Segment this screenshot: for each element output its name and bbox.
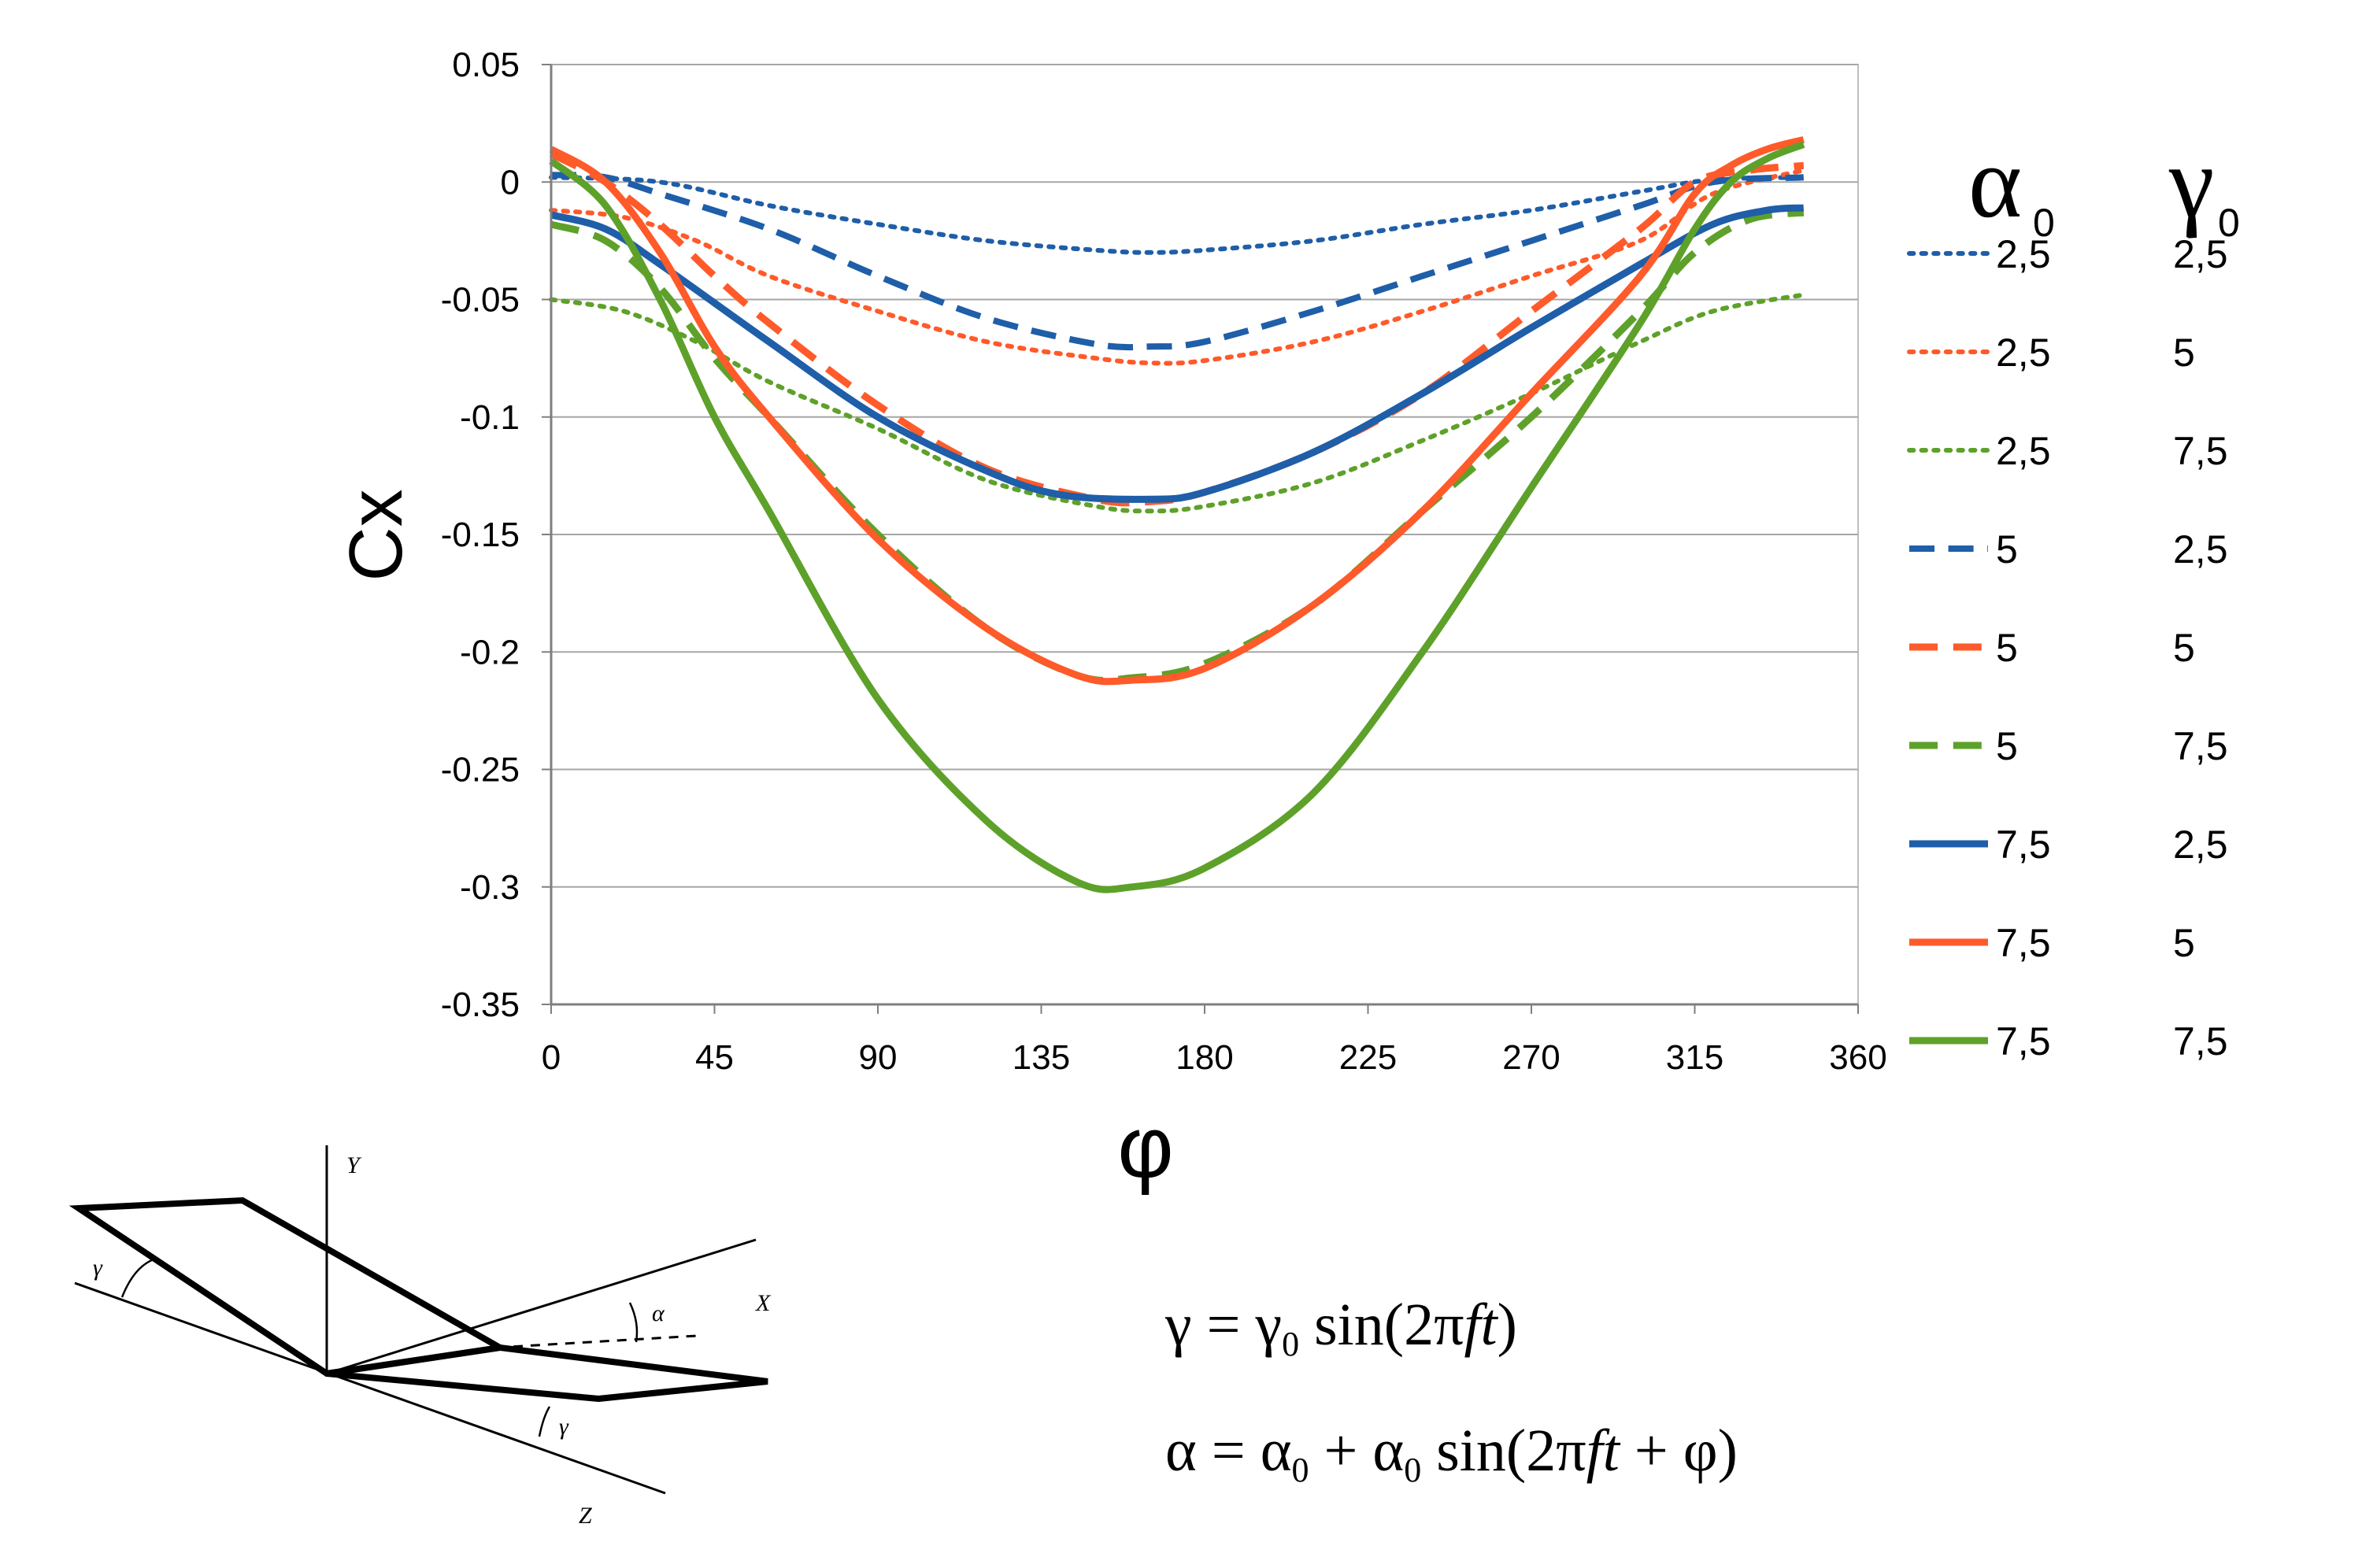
series-line-6 <box>550 209 1805 684</box>
x-axis-title: φ <box>1117 1099 1173 1196</box>
legend-gamma0-8: 5 <box>2173 921 2195 965</box>
y-tick-label: -0.25 <box>441 751 520 790</box>
diagram-label-gamma-top: γ <box>93 1255 103 1281</box>
y-tick-label: -0.05 <box>441 281 520 320</box>
x-tick-label: 135 <box>1013 1038 1070 1077</box>
legend-alpha0-8: 7,5 <box>1996 921 2051 965</box>
legend-header-gamma-sub: 0 <box>2218 201 2240 245</box>
y-tick-label: -0.15 <box>441 516 520 554</box>
axes-layer: 0.05 0 -0.05 -0.1 -0.15 -0.2 -0.25 -0.3 -0.35 0 45… <box>334 46 1887 1196</box>
legend-alpha0-7: 7,5 <box>1996 823 2051 867</box>
y-tick-label: 0.05 <box>452 46 520 84</box>
diagram-alpha-reference <box>495 1334 698 1349</box>
y-tick-label: -0.2 <box>460 633 520 671</box>
x-tick-label: 315 <box>1666 1038 1723 1077</box>
x-tick-label: 45 <box>695 1038 734 1077</box>
x-tick-label: 360 <box>1829 1038 1886 1077</box>
diagram-x-axis <box>326 1238 757 1375</box>
diagram-upper-wing <box>68 1196 509 1378</box>
legend-alpha0-2: 2,5 <box>1996 331 2051 375</box>
diagram-label-gamma-bottom: γ <box>559 1414 569 1440</box>
diagram-lower-wing <box>326 1344 768 1403</box>
legend-gamma0-3: 7,5 <box>2173 429 2228 473</box>
y-tick-label: -0.3 <box>460 868 520 907</box>
legend-alpha0-9: 7,5 <box>1996 1019 2051 1063</box>
wing-diagram: Y X Zα γ γ <box>68 1145 772 1529</box>
diagram-label-y: Y <box>346 1152 362 1178</box>
diagram-label-x: X <box>755 1290 772 1316</box>
diagram-label-alpha: α <box>652 1300 665 1326</box>
legend-header-alpha: α <box>1968 126 2022 239</box>
y-tick-label: -0.35 <box>441 986 520 1024</box>
legend-header-gamma: γ <box>2168 126 2214 239</box>
legend-gamma0-2: 5 <box>2173 331 2195 375</box>
legend-alpha0-5: 5 <box>1996 626 2018 670</box>
legend-gamma0-6: 7,5 <box>2173 724 2228 768</box>
diagram-gamma-bottom-arc <box>538 1406 551 1437</box>
legend-alpha0-6: 5 <box>1996 724 2018 768</box>
x-tick-label: 90 <box>859 1038 898 1077</box>
legend: α 0 γ 02,5 2,52,5 52,5 7,55 2,55 55 7,57,5 2,57,5 5… <box>1907 126 2240 1063</box>
series-line-5 <box>549 150 1805 507</box>
series-line-1 <box>549 175 1806 255</box>
grid-layer <box>551 64 1858 1005</box>
diagram-z-axis <box>74 1281 666 1495</box>
y-tick-label: 0 <box>501 163 520 202</box>
legend-alpha0-1: 2,5 <box>1996 232 2051 276</box>
series-line-7 <box>550 204 1805 503</box>
y-tick-label: -0.1 <box>460 398 520 437</box>
legend-gamma0-4: 2,5 <box>2173 527 2228 571</box>
series-line-4 <box>550 172 1805 351</box>
diagram-alpha-arc <box>628 1302 639 1343</box>
x-tick-label: 180 <box>1175 1038 1233 1077</box>
legend-gamma0-7: 2,5 <box>2173 823 2228 867</box>
x-tick-label: 270 <box>1502 1038 1560 1077</box>
x-tick-label: 0 <box>542 1038 561 1077</box>
x-tick-label: 225 <box>1339 1038 1397 1077</box>
legend-alpha0-3: 2,5 <box>1996 429 2051 473</box>
series-line-3 <box>549 292 1806 514</box>
y-axis-title: Cx <box>334 489 418 581</box>
legend-header-alpha-sub: 0 <box>2033 201 2055 245</box>
formula-gamma: γ = γ0 sin(2πft) <box>1165 1292 1517 1363</box>
legend-gamma0-9: 7,5 <box>2173 1019 2228 1063</box>
formula-alpha: α = α0 + α0 sin(2πft + φ) <box>1165 1418 1738 1489</box>
series-layer <box>549 136 1806 893</box>
diagram-gamma-top-arc <box>120 1258 154 1298</box>
legend-alpha0-4: 5 <box>1996 527 2018 571</box>
legend-gamma0-1: 2,5 <box>2173 232 2228 276</box>
legend-gamma0-5: 5 <box>2173 626 2195 670</box>
diagram-label-z: Z <box>579 1503 592 1529</box>
series-line-9 <box>549 141 1805 893</box>
series-line-8 <box>549 136 1805 686</box>
